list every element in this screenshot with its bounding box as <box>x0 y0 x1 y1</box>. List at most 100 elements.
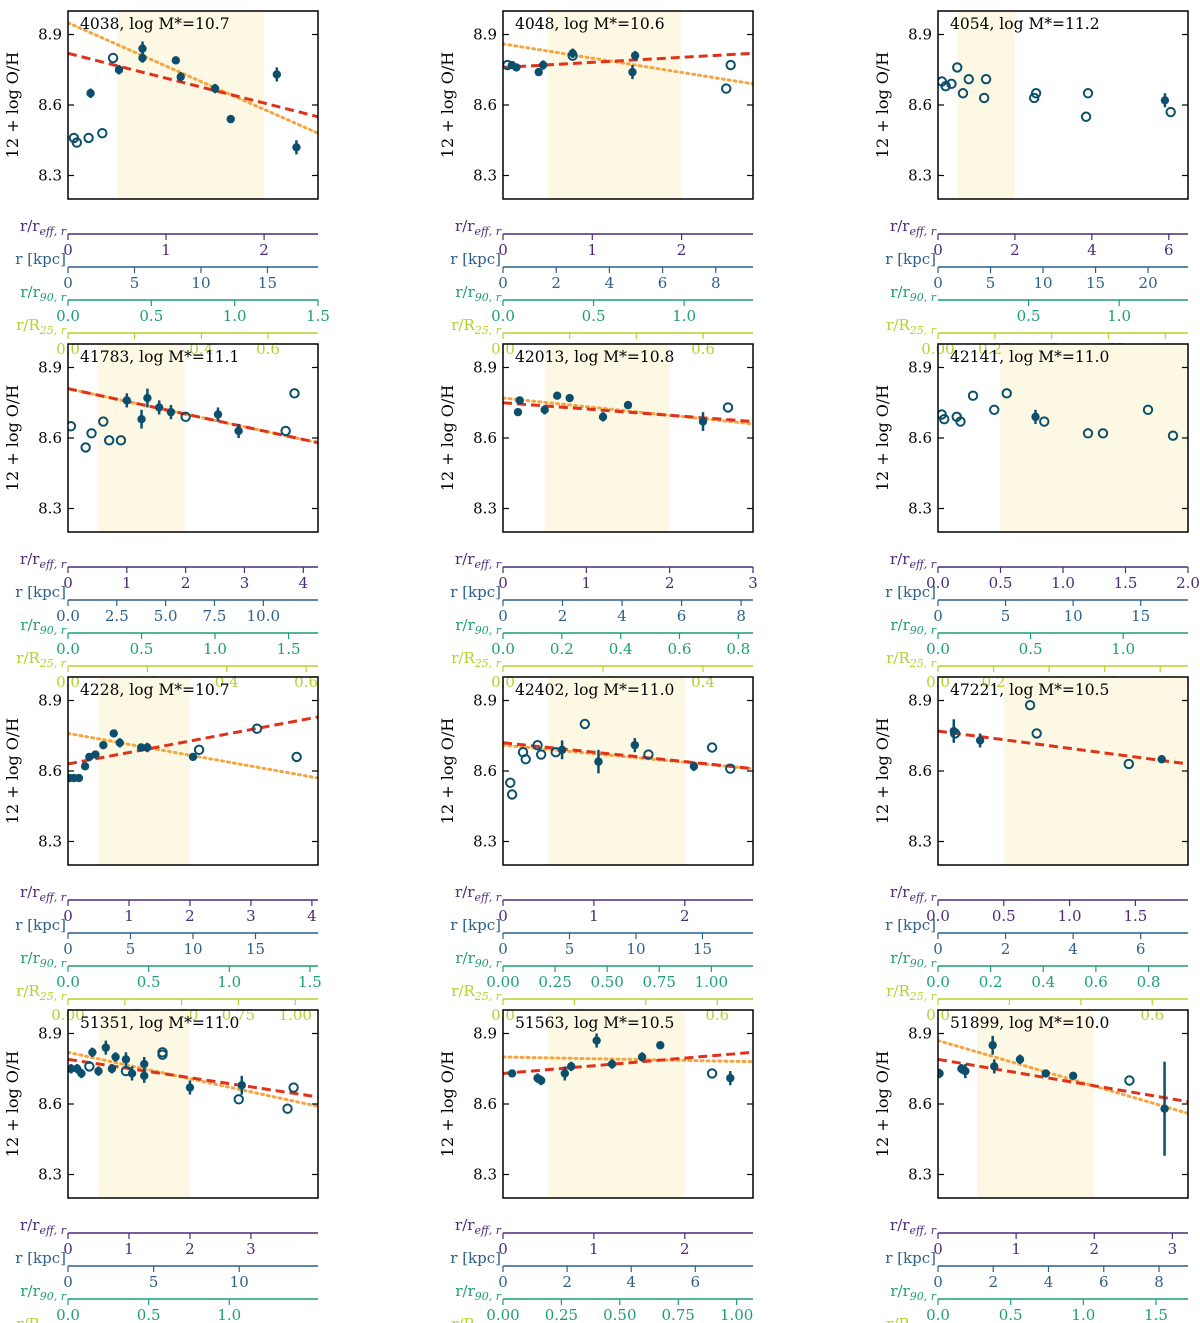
x-axis-name: r [kpc] <box>885 1249 936 1267</box>
x-axis-name: r [kpc] <box>450 916 501 934</box>
open-point <box>952 62 963 73</box>
axis-name-main: r [kpc] <box>15 916 66 934</box>
plot-area <box>68 11 318 199</box>
axis-name-sub: 25, r <box>474 990 502 1003</box>
x-tick-label: 1.5 <box>1123 907 1147 925</box>
x-tick-label: 4 <box>307 907 317 925</box>
open-point <box>706 1068 718 1079</box>
filled-point <box>154 403 164 412</box>
x-axis-name: r/reff, r <box>20 1216 67 1237</box>
open-point <box>1080 111 1092 122</box>
y-tick-label: 8.3 <box>473 1166 497 1184</box>
open-point <box>80 442 91 453</box>
panel-title: 41783, log M*=11.1 <box>80 348 239 366</box>
axis-name-sub: 90, r <box>40 624 67 637</box>
axis-name-main: r/r <box>20 550 40 568</box>
x-tick-label: 0.00 <box>486 1306 519 1323</box>
x-tick-label: 0.25 <box>538 973 571 991</box>
y-tick-label: 8.9 <box>908 26 932 44</box>
plot-area <box>503 1010 753 1198</box>
panel: 8.3 8.6 8.9 12 + log O/H 42013, log M*=10.8 0… <box>438 343 758 691</box>
x-tick-label: 0.2 <box>550 640 574 658</box>
axis-name-main: r/R <box>16 1315 40 1323</box>
filled-point <box>689 762 699 771</box>
shaded-region <box>97 344 186 532</box>
filled-point <box>74 773 84 783</box>
x-tick-label: 0.8 <box>726 640 750 658</box>
x-tick-label: 2 <box>181 574 191 592</box>
filled-point <box>111 1052 120 1062</box>
x-axis-name: r/reff, r <box>890 883 937 904</box>
x-tick-label: 1 <box>124 1240 134 1258</box>
x-tick-label: 2.5 <box>105 607 129 625</box>
x-axis-name: r/r90, r <box>20 1282 66 1303</box>
y-tick-label: 8.6 <box>908 96 932 114</box>
panel: 8.3 8.6 8.9 12 + log O/H 42402, log M*=11.0 0… <box>438 676 754 1024</box>
plot-area <box>938 344 1188 532</box>
axis-name-main: r [kpc] <box>15 250 66 268</box>
filled-point <box>136 743 146 752</box>
x-tick-label: 1 <box>1011 1240 1021 1258</box>
axis-name-sub: 90, r <box>475 1290 502 1303</box>
filled-point <box>1157 755 1166 764</box>
axis-name-main: r [kpc] <box>450 916 501 934</box>
shaded-region <box>98 1010 190 1198</box>
fit-line-dotted <box>938 1039 1188 1115</box>
x-axis-name: r [kpc] <box>450 583 501 601</box>
x-tick-label: 1 <box>582 574 592 592</box>
x-tick-label: 5 <box>986 274 996 292</box>
x-tick-label: 0 <box>498 607 508 625</box>
filled-point <box>1160 96 1170 105</box>
x-tick-label: 15 <box>693 940 712 958</box>
filled-point <box>598 412 608 422</box>
x-tick-label: 0.5 <box>1017 307 1041 325</box>
panel-title: 51899, log M*=10.0 <box>950 1014 1109 1032</box>
filled-point <box>171 56 181 65</box>
axis-name-sub: eff, r <box>39 225 66 238</box>
axis-name-main: r/r <box>890 949 910 967</box>
x-tick-label: 6 <box>1164 241 1174 259</box>
x-axis-name: r/r90, r <box>455 616 501 637</box>
filled-point <box>101 1043 111 1052</box>
shaded-region <box>548 677 685 865</box>
x-tick-label: 0.0 <box>491 640 515 658</box>
panel-title: 42013, log M*=10.8 <box>515 348 674 366</box>
x-tick-label: 3 <box>1168 1240 1178 1258</box>
y-tick-label: 8.9 <box>38 692 62 710</box>
x-tick-label: 1.5 <box>1114 574 1138 592</box>
axis-name-main: r/r <box>890 1216 910 1234</box>
x-tick-label: 10 <box>1064 607 1083 625</box>
filled-point <box>565 393 574 403</box>
open-point <box>939 414 950 425</box>
shaded-region <box>98 677 190 865</box>
y-tick-label: 8.3 <box>38 167 62 185</box>
x-tick-label: 0.6 <box>294 673 318 691</box>
open-point <box>233 1094 244 1105</box>
x-tick-label: 0 <box>933 940 943 958</box>
x-tick-label: 1 <box>589 1240 599 1258</box>
axis-name-sub: eff, r <box>474 1224 501 1237</box>
filled-point <box>114 65 124 74</box>
x-tick-label: 0.5 <box>1019 640 1043 658</box>
x-tick-label: 5 <box>149 1273 159 1291</box>
filled-point <box>534 67 543 77</box>
y-axis-label: 12 + log O/H <box>3 385 22 492</box>
x-tick-label: 1 <box>589 907 599 925</box>
y-tick-label: 8.3 <box>908 167 932 185</box>
filled-point <box>109 729 118 738</box>
filled-point <box>1068 1071 1078 1081</box>
x-axis-name: r/reff, r <box>455 1216 502 1237</box>
x-tick-label: 3 <box>246 907 256 925</box>
x-tick-label: 0.6 <box>668 640 692 658</box>
x-tick-label: 0.6 <box>691 340 715 358</box>
x-tick-label: 6 <box>1099 1273 1109 1291</box>
open-point <box>84 1061 95 1072</box>
axis-name-sub: 25, r <box>909 324 937 337</box>
x-tick-label: 5 <box>1001 607 1011 625</box>
x-tick-label: 1.0 <box>1058 907 1082 925</box>
filled-point <box>540 405 549 414</box>
x-axis-name: r/reff, r <box>20 883 67 904</box>
x-axis-name: r/reff, r <box>455 217 502 238</box>
shaded-region <box>547 11 682 199</box>
open-point <box>506 789 518 800</box>
